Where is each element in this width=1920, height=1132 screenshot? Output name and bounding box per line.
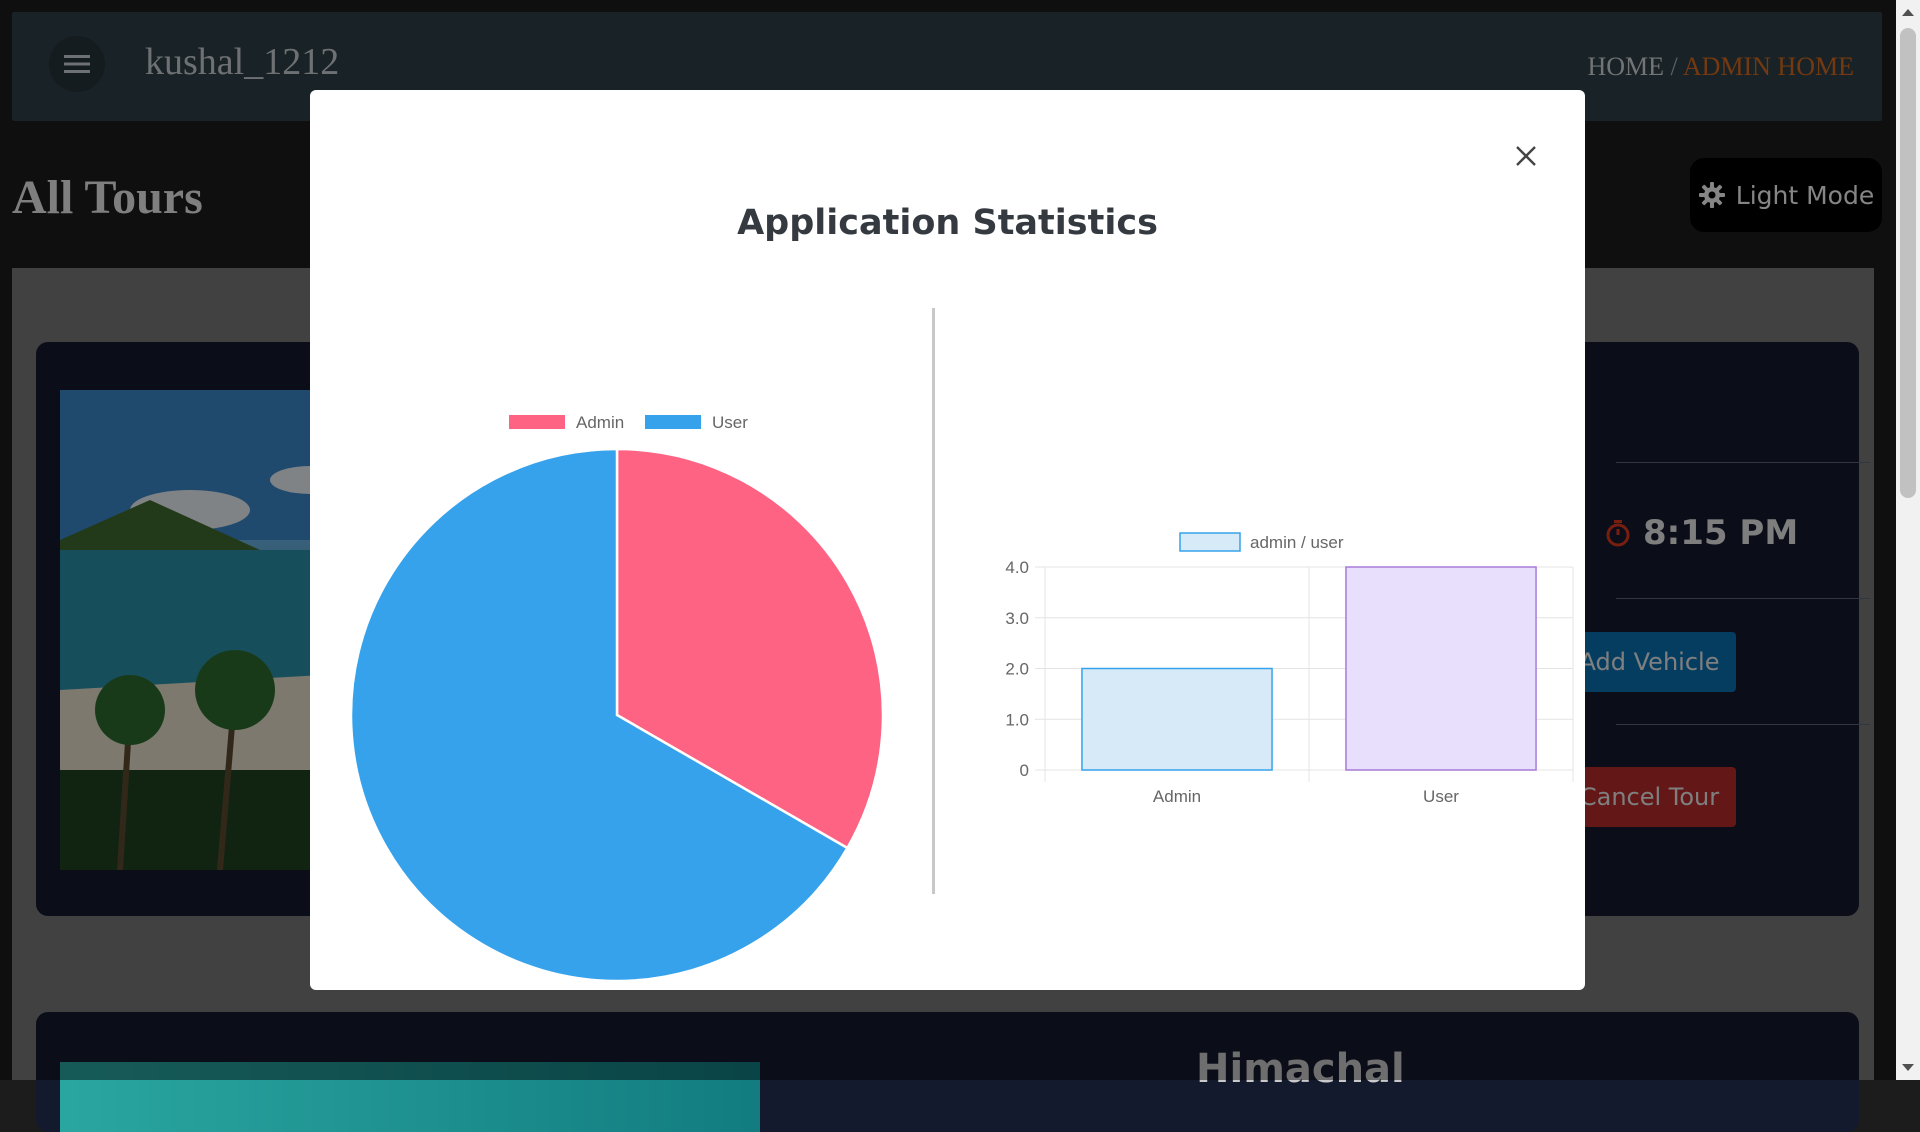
page-title: All Tours: [12, 171, 203, 224]
legend-swatch-user: [645, 415, 701, 429]
legend-label-admin: Admin: [576, 413, 624, 432]
pie-chart: Admin User: [350, 413, 885, 983]
legend-swatch-admin: [509, 415, 565, 429]
bar-admin: [1081, 667, 1273, 771]
breadcrumb-current[interactable]: ADMIN HOME: [1682, 52, 1854, 81]
light-mode-label: Light Mode: [1735, 180, 1875, 210]
bar-chart: admin / user 0 1.0 2.0 3.0 4.0 Admin User: [1005, 532, 1574, 806]
y-tick-label: 2.0: [1005, 660, 1029, 679]
breadcrumb: HOME / ADMIN HOME: [1587, 52, 1854, 82]
x-tick-label-user: User: [1423, 787, 1459, 806]
breadcrumb-home[interactable]: HOME: [1587, 52, 1665, 81]
y-tick-label: 1.0: [1005, 710, 1029, 729]
breadcrumb-separator: /: [1664, 52, 1683, 81]
card-divider: [1616, 462, 1870, 463]
pie-slice-user: [350, 447, 850, 983]
x-tick-label-admin: Admin: [1153, 787, 1201, 806]
y-tick-label: 3.0: [1005, 609, 1029, 628]
pie-slice-admin: [615, 447, 885, 850]
legend-swatch-admin-user: [1179, 532, 1241, 552]
light-mode-button[interactable]: Light Mode: [1690, 158, 1882, 232]
gear-icon: [1698, 182, 1725, 208]
legend-label-admin-user: admin / user: [1250, 533, 1344, 552]
add-vehicle-button[interactable]: Add Vehicle: [1563, 632, 1736, 692]
legend-label-user: User: [712, 413, 748, 432]
cancel-tour-button[interactable]: Cancel Tour: [1563, 767, 1736, 827]
scroll-up-arrow-icon[interactable]: [1902, 9, 1914, 16]
card-divider: [1616, 598, 1870, 599]
y-tick-label: 0: [1020, 761, 1029, 780]
username: kushal_1212: [145, 41, 340, 83]
modal-title: Application Statistics: [737, 203, 1158, 243]
scrollbar-thumb[interactable]: [1900, 28, 1916, 498]
close-icon: [1516, 146, 1536, 166]
tour-time: 8:15 PM: [1605, 513, 1798, 553]
stopwatch-icon: [1606, 520, 1630, 547]
statistics-modal: Application Statistics Admin User admin /…: [310, 90, 1585, 990]
modal-divider: [932, 308, 935, 894]
hamburger-icon: [64, 55, 90, 73]
card-divider: [1616, 724, 1870, 725]
tour-time-value: 8:15 PM: [1643, 513, 1799, 553]
y-tick-label: 4.0: [1005, 558, 1029, 577]
bar-user: [1345, 566, 1537, 771]
close-button[interactable]: [1506, 136, 1546, 176]
scroll-down-arrow-icon[interactable]: [1902, 1064, 1914, 1071]
menu-button[interactable]: [49, 36, 105, 92]
